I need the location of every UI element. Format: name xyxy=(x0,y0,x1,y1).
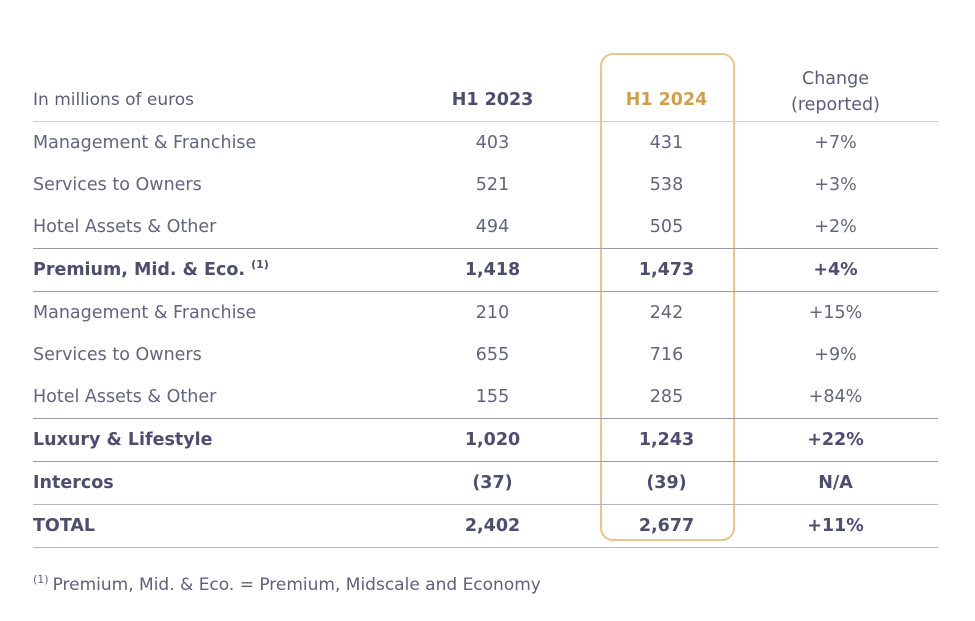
h1-2024-cell: 2,677 xyxy=(600,504,733,548)
change-cell: +3% xyxy=(814,175,857,195)
table-row-total: TOTAL 2,402 2,677 +11% xyxy=(33,504,938,548)
row-label-cell: Services to Owners xyxy=(33,345,202,365)
h1-2024-cell: 716 xyxy=(649,345,684,365)
h1-2023-cell: 210 xyxy=(475,303,510,323)
change-cell: +15% xyxy=(808,303,863,323)
header-row: In millions of euros H1 2023 H1 2024 Cha… xyxy=(33,52,938,122)
row-label-cell: Services to Owners xyxy=(33,175,202,195)
table-row-management-franchise-pme: Management & Franchise 403 431 +7% xyxy=(33,122,938,165)
h1-2024-cell: (39) xyxy=(600,461,733,505)
change-cell: +84% xyxy=(733,376,938,419)
unit-label: In millions of euros xyxy=(33,52,385,122)
change-cell: N/A xyxy=(733,461,938,505)
h1-2023-cell: 155 xyxy=(385,376,600,419)
column-header-h1-2023: H1 2023 xyxy=(385,52,600,122)
table-row-luxury-lifestyle-subtotal: Luxury & Lifestyle 1,020 1,243 +22% xyxy=(33,418,938,462)
h1-2024-cell: 431 xyxy=(649,133,684,153)
footnote-ref: (1) xyxy=(33,573,49,587)
h1-2023-cell: 1,020 xyxy=(385,418,600,462)
table-row-hotel-assets-ll: Hotel Assets & Other 155 285 +84% xyxy=(33,376,938,419)
h1-2023-cell: 655 xyxy=(475,345,510,365)
results-table: In millions of euros H1 2023 H1 2024 Cha… xyxy=(33,52,938,548)
table-row-premium-mid-eco-subtotal: Premium, Mid. & Eco. (1) 1,418 1,473 +4% xyxy=(33,248,938,292)
h1-2023-cell: (37) xyxy=(385,461,600,505)
table-row-services-owners-pme: Services to Owners 521 538 +3% xyxy=(33,164,938,206)
h1-2023-cell: 494 xyxy=(385,206,600,249)
row-label-cell: Management & Franchise xyxy=(33,133,257,153)
column-header-h1-2024: H1 2024 xyxy=(600,52,733,122)
h1-2024-cell: 538 xyxy=(649,175,684,195)
change-cell: +22% xyxy=(733,418,938,462)
footnote-text: Premium, Mid. & Eco. = Premium, Midscale… xyxy=(52,575,541,595)
change-cell: +9% xyxy=(814,345,857,365)
row-label-cell: TOTAL xyxy=(33,504,385,548)
row-label-cell: Luxury & Lifestyle xyxy=(33,418,385,462)
h1-2023-cell: 403 xyxy=(475,133,510,153)
h1-2023-cell: 2,402 xyxy=(385,504,600,548)
change-cell: +2% xyxy=(733,206,938,249)
h1-2024-cell: 285 xyxy=(600,376,733,419)
table-row-services-owners-ll: Services to Owners 655 716 +9% xyxy=(33,334,938,376)
table-row-management-franchise-ll: Management & Franchise 210 242 +15% xyxy=(33,292,938,335)
row-label-cell: Hotel Assets & Other xyxy=(33,206,385,249)
h1-2024-cell: 1,243 xyxy=(600,418,733,462)
row-label-cell: Intercos xyxy=(33,461,385,505)
row-label-text: Premium, Mid. & Eco. xyxy=(33,260,246,280)
change-cell: +11% xyxy=(733,504,938,548)
h1-2023-cell: 1,418 xyxy=(385,248,600,292)
column-header-change: Change (reported) xyxy=(733,52,938,122)
footnote-ref-marker: (1) xyxy=(251,258,269,272)
h1-2024-cell: 1,473 xyxy=(600,248,733,292)
row-label-cell: Premium, Mid. & Eco. (1) xyxy=(33,248,385,292)
row-label-cell: Management & Franchise xyxy=(33,303,257,323)
table-row-intercos: Intercos (37) (39) N/A xyxy=(33,461,938,505)
h1-2024-cell: 505 xyxy=(600,206,733,249)
footnote: (1) Premium, Mid. & Eco. = Premium, Midsc… xyxy=(33,573,541,595)
h1-2023-cell: 521 xyxy=(475,175,510,195)
table-row-hotel-assets-pme: Hotel Assets & Other 494 505 +2% xyxy=(33,206,938,249)
change-cell: +4% xyxy=(733,248,938,292)
change-header-line2: (reported) xyxy=(791,94,880,115)
change-cell: +7% xyxy=(814,133,857,153)
change-header-line1: Change xyxy=(801,69,869,90)
h1-2024-cell: 242 xyxy=(649,303,684,323)
row-label-cell: Hotel Assets & Other xyxy=(33,376,385,419)
